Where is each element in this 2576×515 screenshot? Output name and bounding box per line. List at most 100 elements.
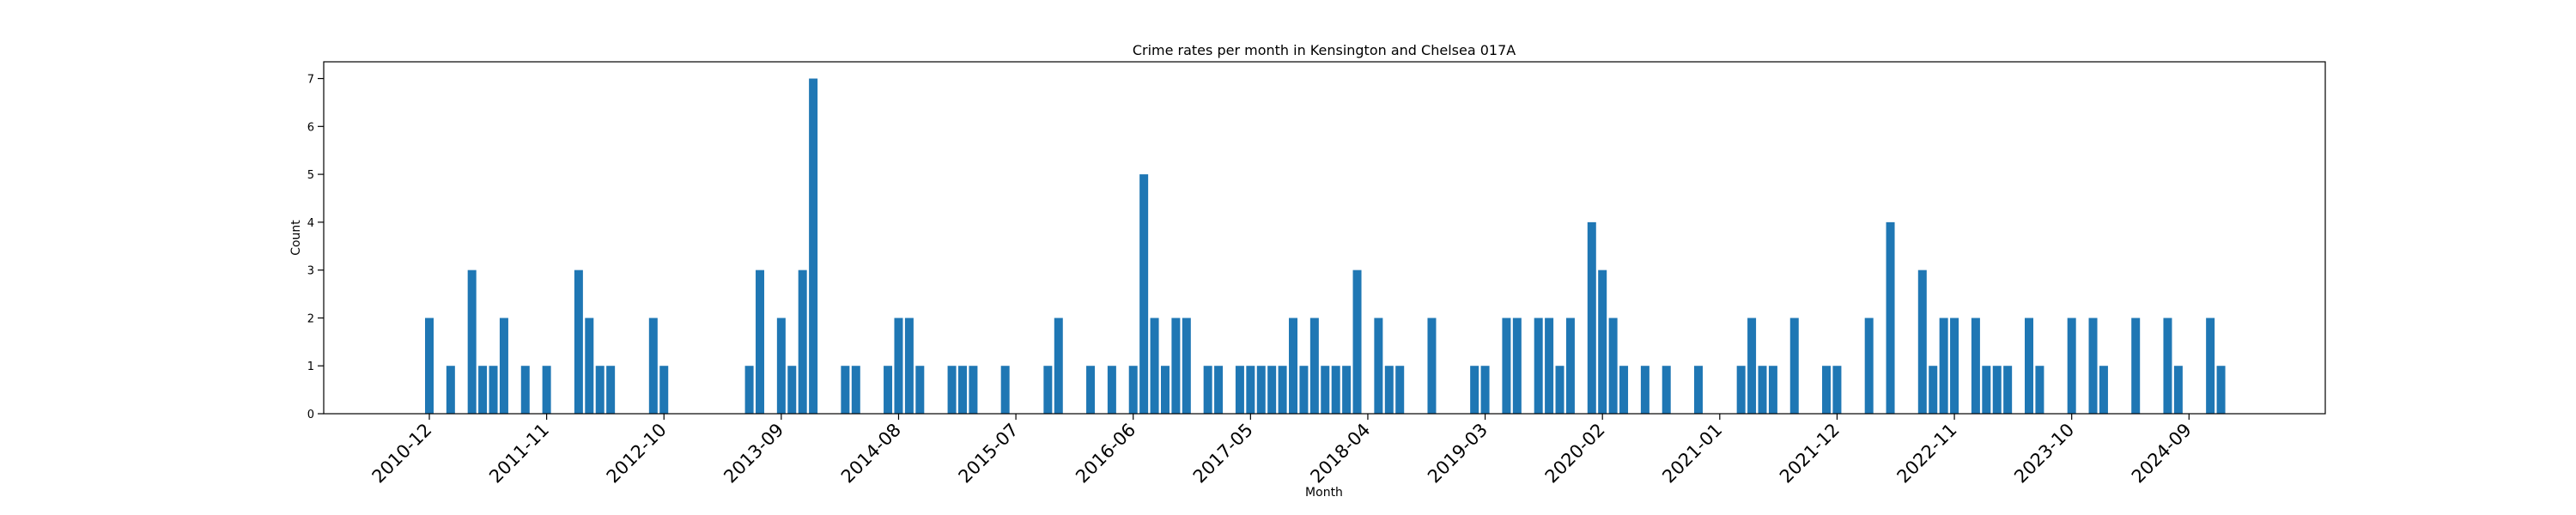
x-tick-label: 2024-09 [2128,420,2196,488]
bar [1150,318,1159,414]
bar [1832,366,1842,414]
bar [1619,366,1629,414]
x-tick-label: 2021-12 [1776,420,1844,488]
bar [1235,366,1244,414]
bar [798,270,807,414]
bar [1160,366,1170,414]
y-axis-label: Count [289,220,303,256]
x-axis: 2010-12 2011-11 2012-10 2013-09 2014-08 2015-… [368,414,2196,488]
bar [841,366,850,414]
bar [1182,318,1191,414]
bar [1000,366,1010,414]
y-tick-label: 3 [307,265,314,278]
bar [1214,366,1224,414]
bar [1384,366,1394,414]
x-tick-label: 2019-03 [1424,420,1492,488]
x-axis-label: Month [1305,486,1343,500]
bar [1950,318,1959,414]
bar [2216,366,2226,414]
bar [1395,366,1405,414]
bar [1267,366,1277,414]
x-tick-label: 2022-11 [1893,420,1961,488]
bar [1480,366,1490,414]
bar [1309,318,1319,414]
bar [1565,318,1575,414]
bar [1502,318,1511,414]
bar [499,318,508,414]
bar [1054,318,1063,414]
y-tick-label: 7 [307,74,314,87]
bar [756,270,765,414]
bar [1992,366,2002,414]
plot-frame [323,61,2326,415]
x-tick-label: 2017-05 [1189,420,1257,488]
y-axis: 0 1 2 3 4 5 6 7 [307,74,324,421]
bar [969,366,978,414]
bar [606,366,616,414]
bar [446,366,455,414]
x-tick-label: 2014-08 [837,420,905,488]
bar [958,366,967,414]
bar [1107,366,1116,414]
bar [1470,366,1479,414]
x-tick-label: 2013-09 [720,420,787,488]
bar [1043,366,1053,414]
bar [2131,318,2141,414]
y-tick-label: 1 [307,360,314,373]
x-tick-label: 2018-04 [1306,420,1374,488]
bar [489,366,498,414]
bar [947,366,957,414]
bar [1171,318,1181,414]
bar [659,366,669,414]
bar [787,366,797,414]
bar [894,318,903,414]
bar [1640,366,1649,414]
bar [467,270,477,414]
bar [1331,366,1340,414]
bars-group [425,78,2226,415]
bar [1971,318,1980,414]
bar [1352,270,1362,414]
bar [2088,318,2098,414]
bar [585,318,594,414]
x-tick-label: 2011-11 [485,420,553,488]
bar [1427,318,1437,414]
bar [1278,366,1287,414]
bar [904,318,914,414]
bar [1534,318,1543,414]
y-tick-label: 4 [307,217,314,230]
bar [542,366,551,414]
x-tick-label: 2015-07 [955,420,1023,488]
bar [1374,318,1383,414]
y-tick-label: 6 [307,121,314,134]
bar [1758,366,1767,414]
bar [1555,366,1564,414]
bar [1886,221,1895,414]
bar [744,366,754,414]
chart-title: Crime rates per month in Kensington and … [1133,42,1516,58]
bar [1598,270,1607,414]
bar [1086,366,1096,414]
bar [1768,366,1777,414]
bar [425,318,434,414]
x-tick-label: 2016-06 [1072,420,1139,488]
y-tick-label: 5 [307,169,314,182]
bar [648,318,658,414]
bar [1693,366,1703,414]
bar [1608,318,1618,414]
bar [1747,318,1757,414]
y-tick-label: 2 [307,312,314,325]
y-tick-label: 0 [307,409,314,421]
x-tick-label: 2023-10 [2010,420,2078,488]
bar [2035,366,2044,414]
bar [1736,366,1746,414]
bar [884,366,893,414]
x-tick-label: 2020-02 [1541,420,1609,488]
bar [595,366,605,414]
bar [1929,366,1938,414]
bar [478,366,488,414]
bar [809,78,818,415]
x-tick-label: 2010-12 [368,420,436,488]
x-tick-label: 2012-10 [603,420,671,488]
bar [1587,221,1596,414]
